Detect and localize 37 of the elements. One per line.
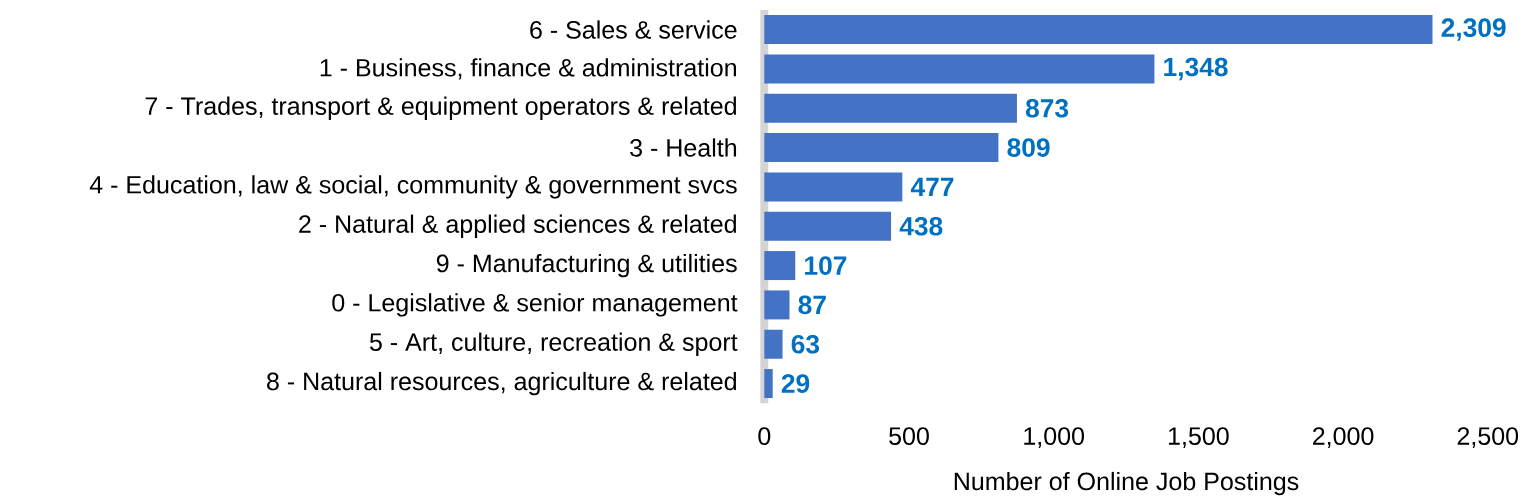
y-tick-label: 1 - Business, finance & administration [320, 58, 736, 80]
data-label: 29 [781, 374, 810, 393]
y-tick-label: 7 - Trades, transport & equipment operators & related [145, 96, 736, 120]
bar [764, 133, 999, 162]
y-tick-label: 8 - Natural resources, agriculture & related [267, 371, 736, 396]
x-tick-label: 1,500 [1168, 427, 1229, 448]
x-tick-label: 500 [889, 427, 929, 445]
data-label: 2,309 [1441, 18, 1506, 41]
bar [764, 54, 1155, 84]
x-tick-label: 2,000 [1313, 427, 1374, 448]
data-label: 438 [899, 216, 943, 236]
y-tick-label: 0 - Legislative & senior management [332, 293, 738, 317]
x-tick-label: 0 [758, 427, 771, 445]
y-tick-label: 2 - Natural & applied sciences & related [299, 214, 736, 238]
y-tick-label: 6 - Sales & service [530, 20, 737, 39]
x-axis-title: Number of Online Job Postings [954, 471, 1299, 496]
data-label: 873 [1025, 98, 1069, 118]
bar [764, 369, 773, 398]
bar [764, 211, 892, 241]
bar [764, 290, 790, 320]
bar [764, 15, 1433, 44]
data-label: 87 [798, 295, 826, 315]
y-tick-label: 4 - Education, law & social, community & government svcs [89, 175, 737, 199]
x-tick-label: 1,000 [1024, 427, 1085, 448]
data-label: 1,348 [1164, 57, 1228, 81]
bar [764, 93, 1017, 123]
y-tick-label: 9 - Manufacturing & utilities [436, 253, 737, 278]
bar [764, 172, 903, 202]
x-tick-label: 2,500 [1457, 427, 1519, 448]
bar [764, 329, 783, 359]
data-label: 107 [805, 256, 847, 275]
data-label: 63 [791, 334, 820, 354]
bar [764, 251, 796, 280]
data-label: 477 [910, 177, 954, 196]
data-label: 809 [1007, 138, 1050, 157]
y-tick-label: 5 - Art, culture, recreation & sport [369, 332, 738, 356]
y-tick-label: 3 - Health [630, 138, 737, 157]
